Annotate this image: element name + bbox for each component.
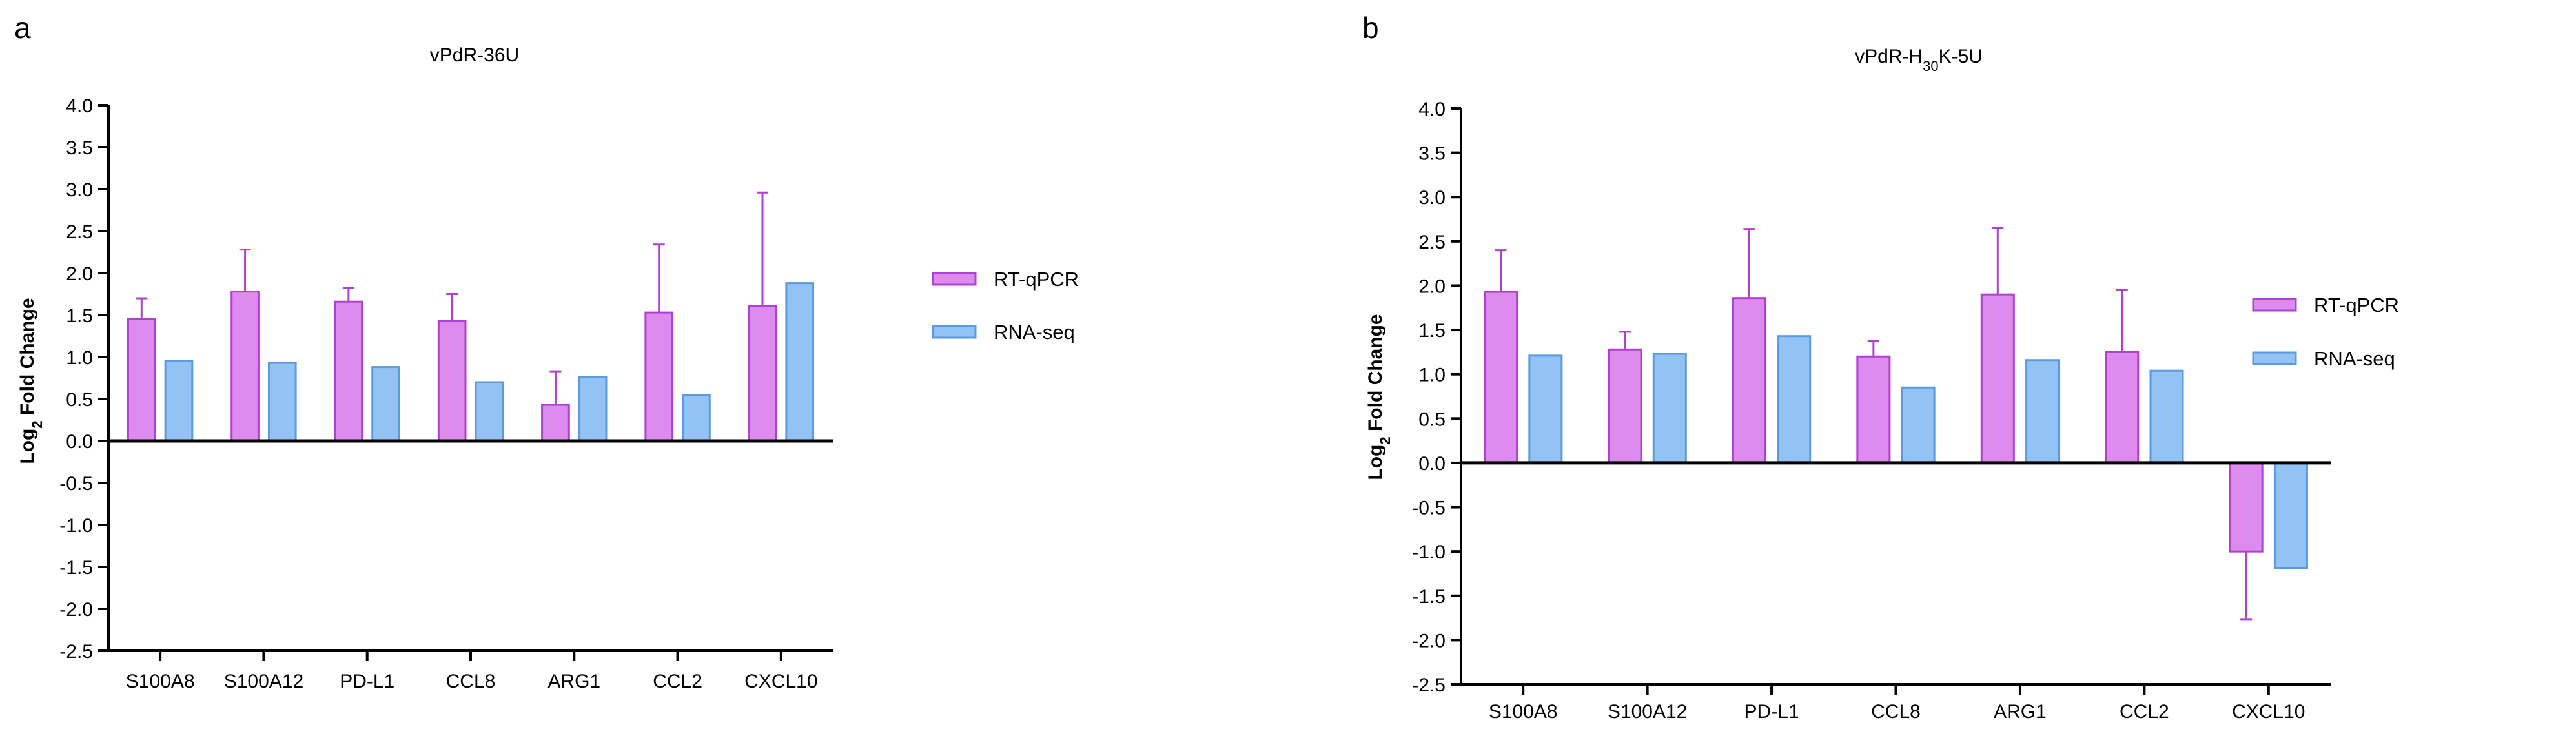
bar-rtqpcr xyxy=(437,320,467,442)
y-tick-label: -2.5 xyxy=(59,641,93,662)
x-tick-label: PD-L1 xyxy=(1744,701,1799,722)
y-tick-label: 0.0 xyxy=(1418,453,1446,475)
bar-rnaseq xyxy=(2149,369,2184,464)
y-axis-label: Log2 Fold Change xyxy=(1365,314,1393,480)
bar-rnaseq xyxy=(578,376,608,442)
bar-rnaseq xyxy=(371,366,400,442)
bar-rnaseq xyxy=(682,394,711,442)
x-tick-label: S100A12 xyxy=(224,671,303,692)
y-tick-label: 4.0 xyxy=(1418,99,1446,120)
panel-letter: b xyxy=(1362,11,1379,45)
bar-rtqpcr xyxy=(1484,291,1518,464)
y-tick-label: 3.0 xyxy=(66,179,93,201)
y-tick-label: 2.0 xyxy=(1418,276,1446,297)
x-tick-label: S100A12 xyxy=(1608,701,1687,722)
bar-rtqpcr xyxy=(541,404,570,442)
bar-rtqpcr xyxy=(748,305,777,442)
bar-rtqpcr xyxy=(230,291,260,442)
legend-swatch xyxy=(2252,298,2297,312)
plot-area: 4.0 3.5 3.0 2.5 2.0 1.5 1.0 0.5 0.0 -0.5 -1.0 -1.5 -… xyxy=(1412,99,2399,722)
y-tick-label: 3.5 xyxy=(1418,143,1446,165)
y-tick-label: -0.5 xyxy=(59,473,93,495)
bar-rnaseq xyxy=(1777,335,1812,464)
chart-title: vPdR-H30K-5U xyxy=(1855,46,1983,74)
y-tick-label: 0.0 xyxy=(66,431,93,453)
y-tick-label: 0.5 xyxy=(66,389,93,411)
y-tick-label: 3.5 xyxy=(66,138,93,159)
plot-area: 4.0 3.5 3.0 2.5 2.0 1.5 1.0 0.5 0.0 -0.5 -1.0 -1.5 -… xyxy=(59,96,1079,692)
y-tick-label: -2.0 xyxy=(59,599,93,620)
panel-letter: a xyxy=(14,11,31,45)
bar-rnaseq xyxy=(267,362,297,442)
panel-b: b vPdR-H30K-5U Log2 Fold Change 4.0 3.5 3.… xyxy=(1343,0,2576,733)
legend-swatch xyxy=(932,272,977,286)
y-tick-label: 1.0 xyxy=(1418,365,1446,386)
y-tick-label: 4.0 xyxy=(66,96,93,117)
chart-a: vPdR-36U Log2 Fold Change 4.0 3.5 3.0 2.5 2.… xyxy=(17,45,1079,692)
x-tick-label: CCL2 xyxy=(653,671,702,692)
y-tick-label: -1.0 xyxy=(1412,542,1446,563)
x-tick-label: CCL8 xyxy=(1871,701,1921,722)
x-tick-label: S100A8 xyxy=(126,671,195,692)
y-tick-label: -1.0 xyxy=(59,515,93,537)
y-tick-label: -1.5 xyxy=(1412,586,1446,608)
bar-rtqpcr xyxy=(1980,293,2015,464)
bar-rtqpcr xyxy=(644,311,674,442)
bar-rtqpcr xyxy=(2229,462,2264,553)
legend-swatch xyxy=(932,325,977,339)
y-axis-label: Log2 Fold Change xyxy=(17,298,45,464)
y-tick-label: 1.5 xyxy=(1418,320,1446,342)
y-tick-label: -0.5 xyxy=(1412,498,1446,519)
chart-title: vPdR-36U xyxy=(430,45,519,66)
bar-rnaseq xyxy=(2273,462,2308,569)
legend-item-rtqpcr: RT-qPCR xyxy=(2314,294,2399,316)
x-tick-label: ARG1 xyxy=(1994,701,2047,722)
bar-rtqpcr xyxy=(1732,297,1766,464)
y-tick-label: -1.5 xyxy=(59,557,93,578)
bar-rnaseq xyxy=(1652,353,1687,464)
x-tick-label: ARG1 xyxy=(547,671,600,692)
y-tick-label: 3.0 xyxy=(1418,187,1446,209)
bar-rnaseq xyxy=(475,381,504,442)
bar-rnaseq xyxy=(785,282,815,442)
x-tick-label: CCL2 xyxy=(2120,701,2169,722)
bar-rtqpcr xyxy=(2105,351,2140,464)
x-tick-label: CXCL10 xyxy=(2232,701,2305,722)
y-tick-label: -2.0 xyxy=(1412,630,1446,651)
y-tick-label: 2.5 xyxy=(1418,232,1446,253)
bar-rnaseq xyxy=(1528,354,1563,464)
x-tick-label: CXCL10 xyxy=(744,671,817,692)
x-tick-label: S100A8 xyxy=(1489,701,1558,722)
y-tick-label: 0.5 xyxy=(1418,409,1446,430)
bar-rtqpcr xyxy=(1608,348,1642,464)
bar-rnaseq xyxy=(2025,359,2060,464)
bar-rtqpcr xyxy=(334,300,363,442)
legend-item-rnaseq: RNA-seq xyxy=(2314,347,2395,370)
x-tick-label: CCL8 xyxy=(446,671,496,692)
bar-rnaseq xyxy=(1901,386,1936,464)
y-tick-label: 2.0 xyxy=(66,263,93,285)
y-tick-label: 1.0 xyxy=(66,347,93,369)
bar-rnaseq xyxy=(164,360,194,442)
panel-a: a vPdR-36U Log2 Fold Change 4.0 3.5 3.0 2.5… xyxy=(0,0,1288,733)
bar-rtqpcr xyxy=(127,318,156,442)
legend-item-rnaseq: RNA-seq xyxy=(994,321,1075,343)
y-tick-label: 2.5 xyxy=(66,221,93,243)
legend-item-rtqpcr: RT-qPCR xyxy=(994,268,1079,291)
x-tick-label: PD-L1 xyxy=(340,671,394,692)
bar-rtqpcr xyxy=(1856,355,1891,464)
y-tick-label: -2.5 xyxy=(1412,675,1446,696)
legend-swatch xyxy=(2252,351,2297,365)
chart-b: vPdR-H30K-5U Log2 Fold Change 4.0 3.5 3.0 2… xyxy=(1365,46,2399,722)
y-tick-label: 1.5 xyxy=(66,305,93,327)
